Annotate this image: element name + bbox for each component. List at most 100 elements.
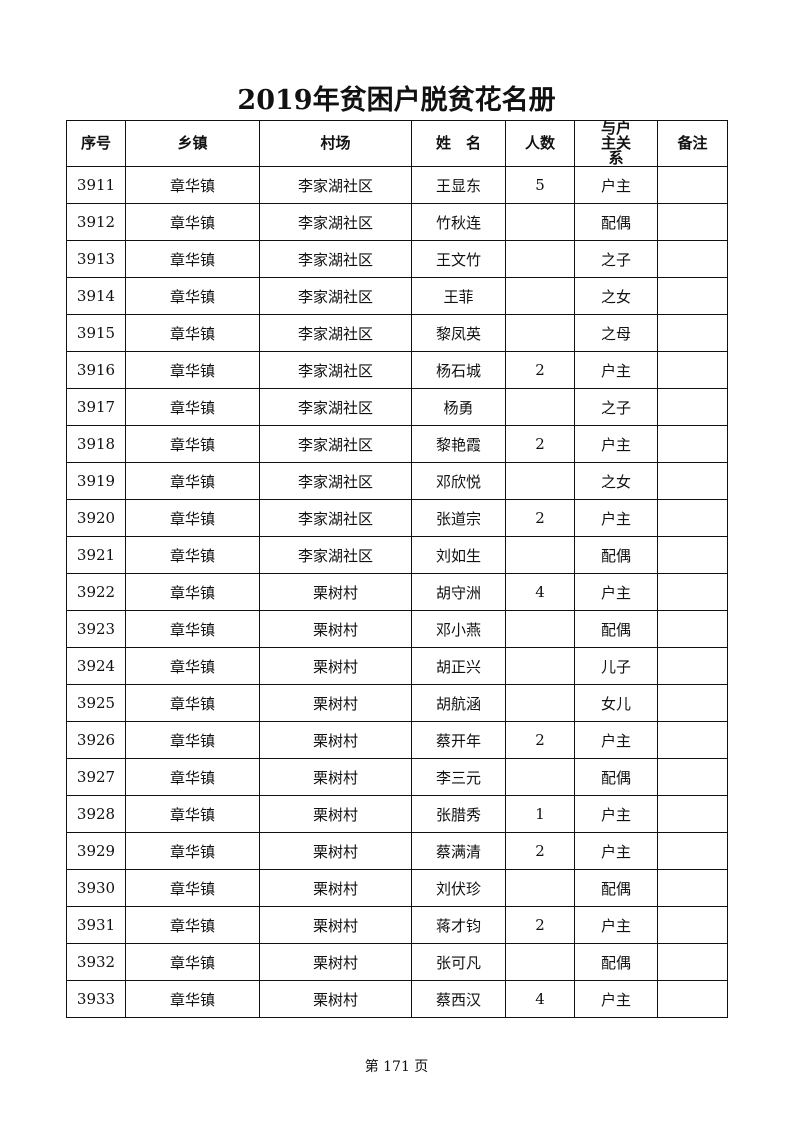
header-relation: 与户主关系 <box>574 120 658 167</box>
cell-name: 蔡开年 <box>411 721 506 759</box>
cell-index: 3916 <box>66 351 126 389</box>
cell-town: 章华镇 <box>125 314 260 352</box>
cell-village: 栗树村 <box>259 906 412 944</box>
cell-name: 王显东 <box>411 166 506 204</box>
cell-relation: 配偶 <box>574 758 658 796</box>
table-row: 3911 章华镇 李家湖社区 王显东 5 户主 <box>66 166 728 204</box>
table-row: 3932 章华镇 栗树村 张可凡 配偶 <box>66 943 728 981</box>
cell-count <box>505 647 575 685</box>
cell-index: 3929 <box>66 832 126 870</box>
cell-index: 3917 <box>66 388 126 426</box>
cell-village: 李家湖社区 <box>259 203 412 241</box>
table-row: 3921 章华镇 李家湖社区 刘如生 配偶 <box>66 536 728 574</box>
cell-index: 3933 <box>66 980 126 1018</box>
cell-index: 3927 <box>66 758 126 796</box>
cell-remark <box>657 906 728 944</box>
cell-name: 王菲 <box>411 277 506 315</box>
cell-name: 黎凤英 <box>411 314 506 352</box>
cell-town: 章华镇 <box>125 943 260 981</box>
cell-index: 3918 <box>66 425 126 463</box>
cell-index: 3922 <box>66 573 126 611</box>
table-row: 3916 章华镇 李家湖社区 杨石城 2 户主 <box>66 351 728 389</box>
cell-relation: 配偶 <box>574 610 658 648</box>
cell-count: 2 <box>505 499 575 537</box>
cell-count <box>505 610 575 648</box>
cell-village: 栗树村 <box>259 943 412 981</box>
cell-remark <box>657 980 728 1018</box>
cell-remark <box>657 647 728 685</box>
header-row: 序号 乡镇 村场 姓 名 人数 与户主关系 备注 <box>66 120 728 167</box>
cell-name: 竹秋连 <box>411 203 506 241</box>
cell-town: 章华镇 <box>125 869 260 907</box>
cell-remark <box>657 721 728 759</box>
cell-relation: 户主 <box>574 351 658 389</box>
cell-relation: 之子 <box>574 388 658 426</box>
cell-index: 3931 <box>66 906 126 944</box>
cell-count: 2 <box>505 906 575 944</box>
cell-name: 蔡满清 <box>411 832 506 870</box>
cell-remark <box>657 943 728 981</box>
cell-town: 章华镇 <box>125 536 260 574</box>
cell-village: 李家湖社区 <box>259 425 412 463</box>
cell-relation: 之女 <box>574 277 658 315</box>
cell-village: 栗树村 <box>259 758 412 796</box>
table-row: 3927 章华镇 栗树村 李三元 配偶 <box>66 758 728 796</box>
cell-name: 蒋才钧 <box>411 906 506 944</box>
table-body: 3911 章华镇 李家湖社区 王显东 5 户主 3912 章华镇 李家湖社区 竹秋连 配偶 3913 章… <box>66 166 728 1018</box>
cell-count: 4 <box>505 573 575 611</box>
cell-name: 刘如生 <box>411 536 506 574</box>
table-row: 3928 章华镇 栗树村 张腊秀 1 户主 <box>66 795 728 833</box>
cell-town: 章华镇 <box>125 832 260 870</box>
cell-village: 李家湖社区 <box>259 277 412 315</box>
cell-village: 李家湖社区 <box>259 388 412 426</box>
cell-village: 栗树村 <box>259 610 412 648</box>
cell-name: 刘伏珍 <box>411 869 506 907</box>
cell-name: 杨勇 <box>411 388 506 426</box>
cell-relation: 配偶 <box>574 869 658 907</box>
cell-count <box>505 388 575 426</box>
cell-relation: 配偶 <box>574 536 658 574</box>
table-row: 3918 章华镇 李家湖社区 黎艳霞 2 户主 <box>66 425 728 463</box>
cell-count: 2 <box>505 721 575 759</box>
cell-relation: 户主 <box>574 166 658 204</box>
cell-count <box>505 462 575 500</box>
cell-town: 章华镇 <box>125 499 260 537</box>
cell-index: 3914 <box>66 277 126 315</box>
table-row: 3913 章华镇 李家湖社区 王文竹 之子 <box>66 240 728 278</box>
cell-village: 栗树村 <box>259 573 412 611</box>
header-count: 人数 <box>505 120 575 167</box>
cell-index: 3913 <box>66 240 126 278</box>
cell-town: 章华镇 <box>125 758 260 796</box>
table-row: 3929 章华镇 栗树村 蔡满清 2 户主 <box>66 832 728 870</box>
cell-index: 3932 <box>66 943 126 981</box>
cell-name: 邓小燕 <box>411 610 506 648</box>
cell-relation: 之子 <box>574 240 658 278</box>
table-row: 3930 章华镇 栗树村 刘伏珍 配偶 <box>66 869 728 907</box>
cell-index: 3928 <box>66 795 126 833</box>
table-row: 3919 章华镇 李家湖社区 邓欣悦 之女 <box>66 462 728 500</box>
cell-village: 栗树村 <box>259 980 412 1018</box>
cell-remark <box>657 351 728 389</box>
cell-relation: 女儿 <box>574 684 658 722</box>
cell-index: 3911 <box>66 166 126 204</box>
cell-town: 章华镇 <box>125 351 260 389</box>
cell-relation: 户主 <box>574 795 658 833</box>
cell-name: 张道宗 <box>411 499 506 537</box>
cell-town: 章华镇 <box>125 795 260 833</box>
table-row: 3917 章华镇 李家湖社区 杨勇 之子 <box>66 388 728 426</box>
cell-remark <box>657 758 728 796</box>
cell-count <box>505 240 575 278</box>
cell-index: 3925 <box>66 684 126 722</box>
cell-name: 李三元 <box>411 758 506 796</box>
cell-name: 胡守洲 <box>411 573 506 611</box>
cell-village: 李家湖社区 <box>259 240 412 278</box>
cell-remark <box>657 462 728 500</box>
cell-name: 张可凡 <box>411 943 506 981</box>
cell-remark <box>657 536 728 574</box>
cell-index: 3923 <box>66 610 126 648</box>
cell-town: 章华镇 <box>125 610 260 648</box>
table-row: 3931 章华镇 栗树村 蒋才钧 2 户主 <box>66 906 728 944</box>
table-row: 3920 章华镇 李家湖社区 张道宗 2 户主 <box>66 499 728 537</box>
cell-relation: 配偶 <box>574 203 658 241</box>
cell-count <box>505 203 575 241</box>
